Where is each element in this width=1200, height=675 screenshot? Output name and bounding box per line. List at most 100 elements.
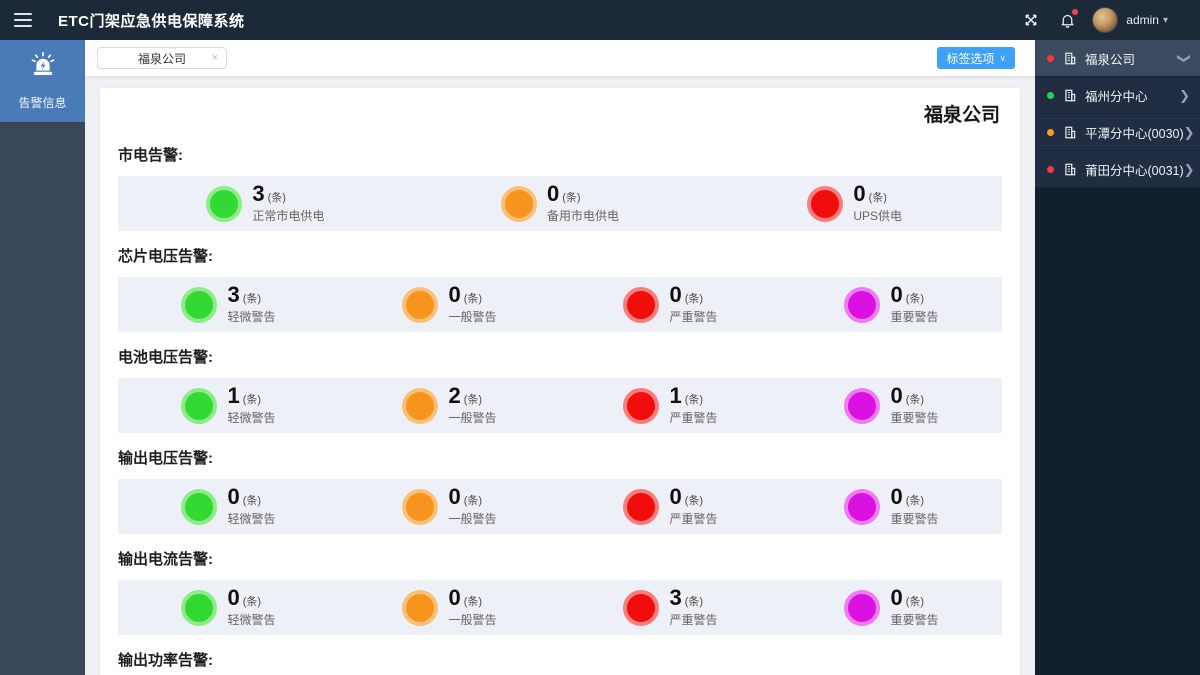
section-heading: 输出功率告警:: [118, 652, 213, 669]
company-tag-select[interactable]: 福泉公司 ×: [97, 47, 227, 69]
tree-item-fuzhou[interactable]: 福州分中心 ❯: [1035, 77, 1200, 114]
stat-count: 0: [448, 282, 461, 307]
stat-unit: (条): [242, 293, 262, 305]
section-chip-voltage: 芯片电压告警: 3 (条) 轻微警告 0 (条) 一般警告 0 (条) 严重警告 0 (条) 重…: [118, 245, 1002, 332]
stat-unit: (条): [463, 394, 483, 406]
notification-badge: [1072, 9, 1079, 15]
tag-options-button[interactable]: 标签选项 ∨: [937, 47, 1015, 69]
stat-row: 0 (条) 轻微警告 0 (条) 一般警告 0 (条) 严重警告 0 (条) 重要警告: [118, 479, 1002, 534]
building-icon: [1063, 88, 1077, 103]
stat-unit: (条): [463, 495, 483, 507]
chevron-down-icon: ∨: [999, 52, 1006, 63]
card-wrap: 福泉公司 市电告警: 3 (条) 正常市电供电 0 (条) 备用市电供电 0 (条) UPS…: [85, 76, 1035, 675]
stat-unit: (条): [684, 596, 704, 608]
section-heading: 市电告警:: [118, 147, 183, 164]
stat-label: 一般警告: [448, 512, 497, 526]
user-menu-label[interactable]: admin: [1126, 13, 1159, 27]
tree-item-putian[interactable]: 莆田分中心(0031) ❯: [1035, 151, 1200, 188]
stat-item: 0 (条) 一般警告: [339, 587, 560, 628]
avatar[interactable]: [1092, 7, 1119, 33]
chevron-down-icon: ❯: [1177, 52, 1193, 64]
status-dot-red: [1047, 165, 1054, 173]
sidebar-item-alarm-info[interactable]: 告警信息: [0, 40, 85, 122]
stat-count: 3: [669, 585, 682, 610]
status-circle-magenta: [844, 286, 881, 323]
stat-item: 0 (条) 一般警告: [339, 486, 560, 527]
status-circle-green: [206, 185, 243, 222]
stat-row: 1 (条) 轻微警告 2 (条) 一般警告 1 (条) 严重警告 0 (条) 重要警告: [118, 378, 1002, 433]
section-heading: 芯片电压告警:: [118, 248, 213, 265]
status-circle-red: [623, 286, 660, 323]
menu-toggle-icon[interactable]: [14, 13, 32, 27]
stat-item: 0 (条) UPS供电: [707, 183, 1002, 224]
stat-count: 3: [227, 282, 240, 307]
stat-item: 1 (条) 严重警告: [560, 385, 781, 426]
stat-unit: (条): [905, 596, 925, 608]
tree-item-pingtan[interactable]: 平潭分中心(0030) ❯: [1035, 114, 1200, 151]
bell-icon[interactable]: [1058, 9, 1079, 29]
stat-unit: (条): [684, 293, 704, 305]
fullscreen-icon[interactable]: [1022, 11, 1040, 29]
status-circle-red: [807, 185, 844, 222]
chevron-right-icon: ❯: [1179, 87, 1190, 103]
stat-item: 0 (条) 轻微警告: [118, 486, 339, 527]
stat-unit: (条): [242, 394, 262, 406]
building-icon: [1063, 51, 1077, 66]
status-circle-orange: [402, 286, 439, 323]
stat-unit: (条): [684, 495, 704, 507]
tree-item-fuquan[interactable]: 福泉公司 ❯: [1035, 40, 1200, 77]
stat-count: 0: [890, 282, 903, 307]
top-navbar: ETC门架应急供电保障系统 admin ▾: [0, 0, 1200, 40]
stat-row: 3 (条) 轻微警告 0 (条) 一般警告 0 (条) 严重警告 0 (条) 重要警告: [118, 277, 1002, 332]
stat-unit: (条): [463, 293, 483, 305]
stat-count: 0: [227, 484, 240, 509]
user-menu-caret-icon[interactable]: ▾: [1162, 14, 1168, 26]
status-circle-red: [623, 387, 660, 424]
status-dot-green: [1047, 91, 1054, 99]
stat-unit: (条): [684, 394, 704, 406]
stat-item: 3 (条) 严重警告: [560, 587, 781, 628]
section-output-current: 输出电流告警: 0 (条) 轻微警告 0 (条) 一般警告 3 (条) 严重警告 0 (条) 重…: [118, 548, 1002, 635]
main-area: 福泉公司 × 标签选项 ∨ 福泉公司 市电告警: 3 (条) 正常市电供电: [85, 40, 1035, 675]
chevron-right-icon: ❯: [1183, 161, 1195, 177]
building-icon: [1063, 162, 1077, 177]
stat-row: 0 (条) 轻微警告 0 (条) 一般警告 3 (条) 严重警告 0 (条) 重要警告: [118, 580, 1002, 635]
stat-label: 轻微警告: [227, 411, 276, 425]
stat-label: UPS供电: [853, 209, 903, 223]
status-circle-orange: [501, 185, 537, 222]
stat-count: 0: [669, 282, 682, 307]
stat-count: 0: [448, 585, 461, 610]
stat-label: 一般警告: [448, 613, 497, 627]
tree-item-label: 平潭分中心(0030): [1085, 126, 1184, 141]
page-title: 福泉公司: [923, 105, 1000, 126]
stat-item: 3 (条) 正常市电供电: [118, 183, 413, 224]
section-output-power: 输出功率告警: 0(条)轻微警告 1(条)一般警告 1(条)严重警告 1(条)重…: [118, 649, 1002, 675]
status-circle-orange: [402, 387, 439, 424]
stat-label: 重要警告: [890, 613, 939, 627]
stat-count: 1: [227, 383, 240, 408]
stat-row: 3 (条) 正常市电供电 0 (条) 备用市电供电 0 (条) UPS供电: [118, 176, 1002, 231]
section-heading: 输出电流告警:: [118, 551, 213, 568]
status-circle-orange: [402, 488, 439, 525]
stat-item: 0 (条) 重要警告: [781, 284, 1002, 325]
stat-label: 重要警告: [890, 310, 939, 324]
status-circle-green: [181, 286, 218, 323]
stat-unit: (条): [242, 495, 262, 507]
status-circle-magenta: [844, 387, 881, 424]
stat-count: 0: [890, 585, 903, 610]
status-circle-magenta: [844, 488, 881, 525]
stat-label: 严重警告: [669, 310, 718, 324]
stat-item: 0 (条) 重要警告: [781, 486, 1002, 527]
stat-count: 1: [669, 383, 682, 408]
stat-label: 严重警告: [669, 411, 718, 425]
stat-count: 2: [448, 383, 461, 408]
stat-item: 0 (条) 严重警告: [560, 486, 781, 527]
company-tag-value: 福泉公司: [137, 51, 186, 66]
status-circle-green: [181, 589, 218, 626]
chevron-right-icon: ❯: [1183, 124, 1195, 140]
status-dot-red: [1047, 54, 1054, 62]
stat-label: 轻微警告: [227, 613, 276, 627]
tag-close-icon[interactable]: ×: [211, 51, 218, 64]
stat-item: 0 (条) 重要警告: [781, 385, 1002, 426]
status-circle-red: [623, 589, 660, 626]
